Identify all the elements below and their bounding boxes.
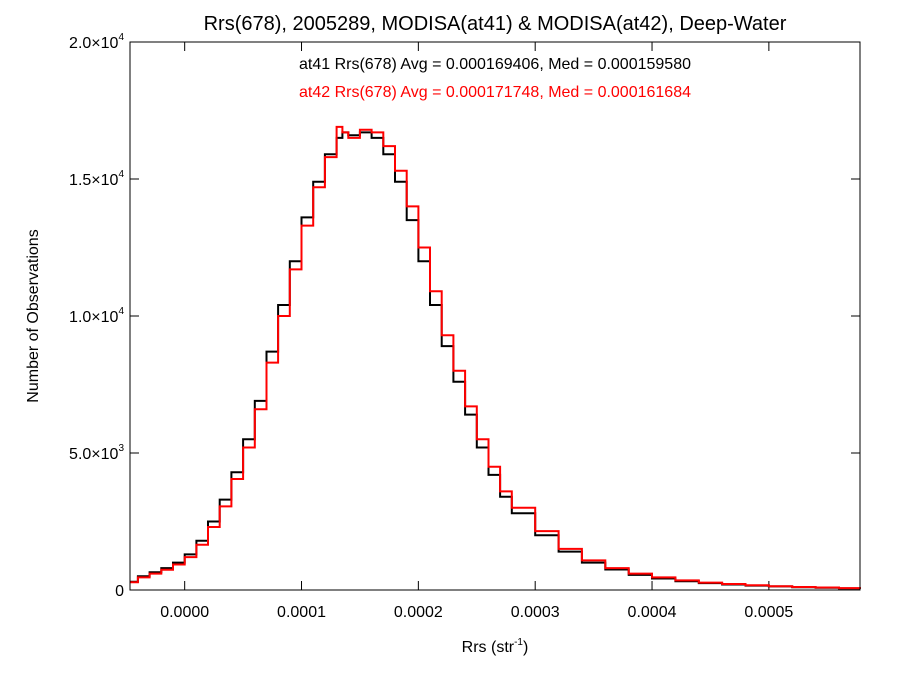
x-axis-ticks: 0.0000 0.0001 0.0002 0.0003 0.0004 0.0005: [160, 42, 793, 621]
y-tick-exponent: 4: [118, 306, 124, 317]
x-tick-label: 0.0001: [277, 604, 326, 621]
y-tick-label: 2.0×104: [69, 32, 124, 52]
y-tick-exponent: 4: [118, 169, 124, 180]
y-tick-mantissa: 2.0: [69, 35, 91, 52]
y-tick-label: 1.0×104: [69, 306, 124, 326]
y-tick-times: ×: [91, 172, 100, 189]
y-tick-mantissa: 1.0: [69, 309, 91, 326]
y-tick-base: 10: [101, 172, 119, 189]
y-tick-base: 10: [101, 35, 119, 52]
x-axis-label-sup: -1: [514, 637, 523, 648]
x-tick-label: 0.0003: [511, 604, 560, 621]
x-tick-label: 0.0000: [160, 604, 209, 621]
plot-frame: [129, 41, 861, 591]
y-tick-label: 5.0×103: [69, 443, 124, 463]
y-tick-mantissa: 1.5: [69, 172, 91, 189]
y-tick-times: ×: [91, 309, 100, 326]
annotation-at42: at42 Rrs(678) Avg = 0.000171748, Med = 0…: [299, 84, 691, 101]
y-axis-label: Number of Observations: [25, 229, 42, 402]
y-tick-exponent: 4: [118, 32, 124, 43]
x-tick-label: 0.0002: [394, 604, 443, 621]
y-tick-exponent: 3: [118, 443, 124, 454]
x-tick-label: 0.0005: [744, 604, 793, 621]
x-axis-label-tail: ): [523, 639, 528, 656]
y-tick-base: 10: [101, 309, 119, 326]
y-tick-label: 0: [115, 583, 124, 600]
chart-title: Rrs(678), 2005289, MODISA(at41) & MODISA…: [204, 13, 787, 35]
series-layer: [130, 125, 861, 590]
y-tick-mantissa: 5.0: [69, 446, 91, 463]
annotation-at41: at41 Rrs(678) Avg = 0.000169406, Med = 0…: [299, 56, 691, 73]
x-axis-label: Rrs (str-1): [462, 637, 529, 656]
y-tick-times: ×: [91, 446, 100, 463]
y-tick-mantissa: 0: [115, 583, 124, 600]
x-axis-label-main: Rrs (str: [462, 639, 515, 656]
y-tick-label: 1.5×104: [69, 169, 124, 189]
y-tick-base: 10: [101, 446, 119, 463]
x-tick-label: 0.0004: [628, 604, 677, 621]
y-tick-times: ×: [91, 35, 100, 52]
series-line-at42: [130, 125, 861, 590]
